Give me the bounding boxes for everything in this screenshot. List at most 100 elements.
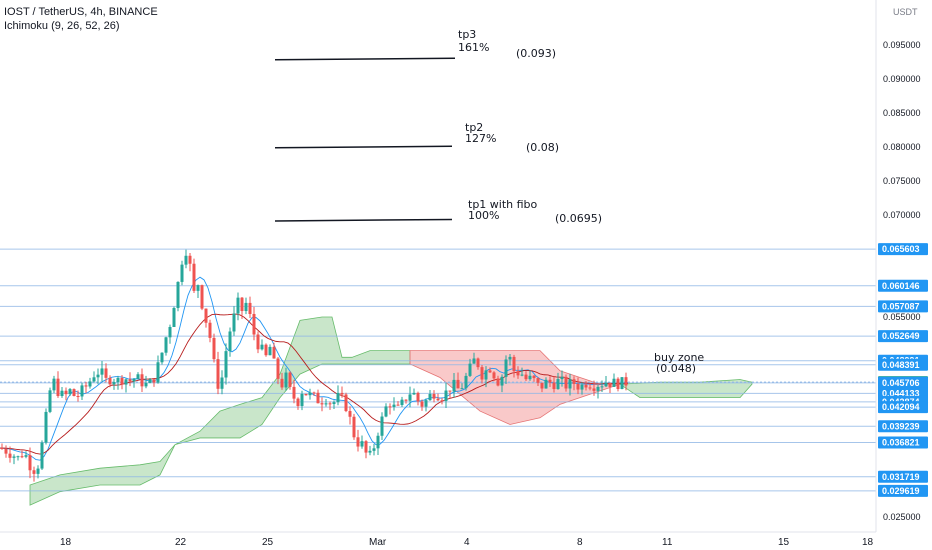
tp3-label: tp3 [458, 28, 476, 41]
candle-body [220, 377, 224, 389]
tp1-percent: 100% [468, 209, 499, 222]
candle-body [348, 411, 352, 417]
candle-body [288, 372, 292, 387]
candle-body [472, 358, 476, 364]
candle-body [284, 372, 288, 388]
candle-body [432, 394, 436, 399]
candle-body [428, 394, 432, 401]
candle-body [340, 392, 344, 395]
tp2-value: (0.08) [526, 141, 559, 154]
candle-body [620, 377, 624, 390]
candle-body [8, 453, 12, 458]
tp2-label: tp2 [465, 121, 483, 134]
candle-body [92, 377, 96, 382]
buy-zone-label: buy zone [654, 351, 704, 364]
candle-body [624, 377, 628, 386]
candle-body [532, 375, 536, 379]
tp3-value: (0.093) [516, 47, 556, 60]
candle-body [376, 435, 380, 449]
candle-body [256, 334, 260, 350]
candle-body [76, 395, 80, 397]
price-tag-value: 0.031719 [882, 472, 920, 482]
price-tick: 0.025000 [883, 512, 921, 522]
candle-body [156, 362, 160, 383]
candle-body [468, 363, 472, 376]
candle-body [48, 390, 52, 412]
candle-body [12, 456, 16, 458]
time-axis[interactable]: 18 22 25 Mar 4 8 11 15 18 [0, 531, 876, 548]
candle-body [0, 448, 4, 450]
tp2-percent: 127% [465, 132, 496, 145]
candle-body [216, 359, 220, 389]
price-axis[interactable]: USDT 0.095000 0.090000 0.085000 0.080000… [875, 0, 932, 550]
candle-body [552, 382, 556, 390]
tp2-line [274, 145, 453, 149]
price-tag [878, 420, 928, 433]
price-tick: 0.085000 [883, 108, 921, 118]
price-tag-value: 0.042094 [882, 402, 920, 412]
candle-body [396, 404, 400, 406]
buy-zone-value: (0.048) [656, 362, 696, 375]
price-tag-value: 0.057087 [882, 301, 920, 311]
candle-body [576, 383, 580, 390]
candle-body [372, 448, 376, 451]
candle-body [364, 441, 368, 453]
candle-body [448, 390, 452, 392]
price-tag-value: 0.044133 [882, 388, 920, 398]
candle-body [352, 416, 356, 438]
candle-body [292, 386, 296, 399]
candle-body [600, 386, 604, 388]
candle-body [16, 456, 20, 458]
candle-body [568, 379, 572, 389]
time-label: 15 [778, 537, 790, 548]
candle-body [580, 384, 584, 390]
kijun-line [0, 313, 629, 455]
price-axis-currency: USDT [893, 7, 918, 17]
candle-body [544, 379, 548, 389]
tp1-label: tp1 with fibo [468, 198, 538, 211]
candle-body [272, 346, 276, 359]
chart-title: IOST / TetherUS, 4h, BINANCE [4, 6, 158, 18]
candle-body [304, 393, 308, 396]
candle-body [316, 392, 320, 404]
candle-body [96, 374, 100, 378]
candle-body [252, 313, 256, 335]
price-tag [878, 358, 928, 371]
price-tag [878, 279, 928, 292]
price-tag [878, 436, 928, 449]
candle-body [456, 379, 460, 389]
candle-body [412, 392, 416, 395]
price-tag [878, 243, 928, 256]
candle-body [184, 255, 188, 265]
candle-body [416, 392, 420, 402]
candle-body [480, 367, 484, 380]
candle-body [180, 264, 184, 282]
price-tag-value: 0.039239 [882, 421, 920, 431]
candle-body [68, 389, 72, 395]
candle-body [560, 376, 564, 380]
candle-body [536, 378, 540, 383]
candle-body [512, 356, 516, 372]
price-tick: 0.080000 [883, 142, 921, 152]
tp3-line [274, 57, 456, 61]
candle-body [104, 368, 108, 378]
candle-body [400, 399, 404, 405]
price-tag-value: 0.060146 [882, 281, 920, 291]
candle-body [592, 388, 596, 391]
price-tag [878, 484, 928, 497]
candle-body [140, 374, 144, 387]
candle-body [172, 307, 176, 327]
price-tag-value: 0.045706 [882, 378, 920, 388]
candle-body [100, 368, 104, 375]
candle-body [56, 378, 60, 397]
candle-body [336, 392, 340, 403]
candle-body [144, 382, 148, 387]
candle-body [484, 370, 488, 380]
candle-body [444, 390, 448, 401]
horizontal-levels [0, 248, 876, 492]
candle-body [244, 302, 248, 312]
price-tick: 0.055000 [883, 312, 921, 322]
price-tick: 0.075000 [883, 176, 921, 186]
candle-body [452, 379, 456, 392]
